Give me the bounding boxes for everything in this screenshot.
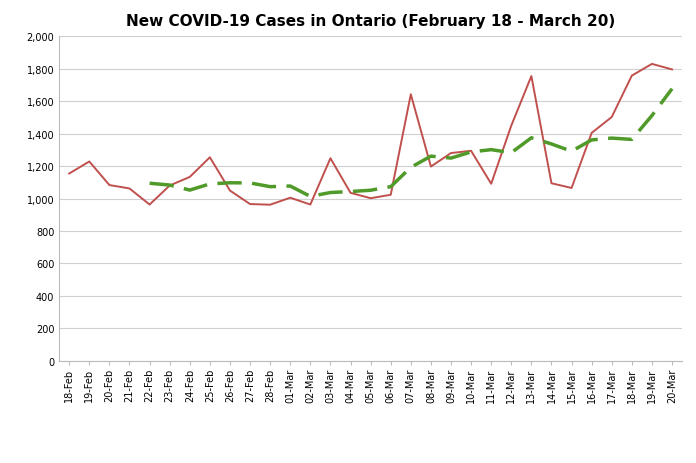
Title: New COVID-19 Cases in Ontario (February 18 - March 20): New COVID-19 Cases in Ontario (February … — [126, 14, 615, 29]
